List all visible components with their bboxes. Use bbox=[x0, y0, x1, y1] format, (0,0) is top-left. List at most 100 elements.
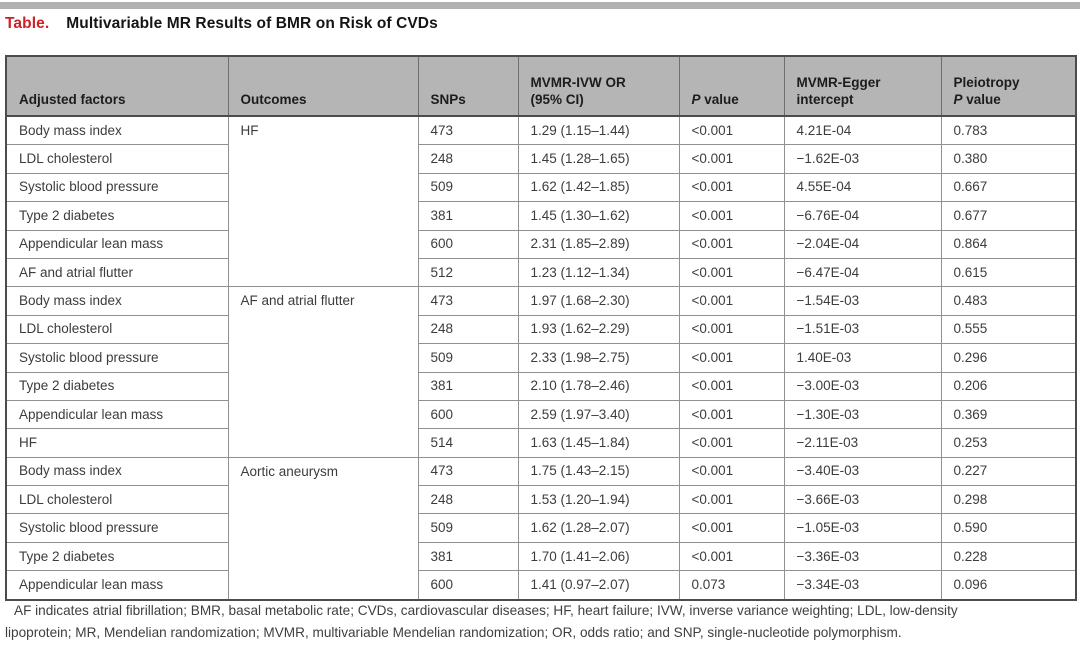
cell-adjusted-factor: Appendicular lean mass bbox=[5, 399, 229, 430]
col-header-outcomes: Outcomes bbox=[227, 55, 419, 117]
cell-adjusted-factor: Appendicular lean mass bbox=[5, 570, 229, 601]
cell-egger-intercept: −2.11E-03 bbox=[783, 428, 942, 458]
cell-p-value: <0.001 bbox=[678, 485, 785, 515]
cell-p-value: <0.001 bbox=[678, 513, 785, 543]
cell-egger-intercept: −3.36E-03 bbox=[783, 541, 942, 572]
cell-snps: 509 bbox=[417, 343, 519, 373]
cell-p-value: <0.001 bbox=[678, 314, 785, 345]
cell-adjusted-factor: Systolic blood pressure bbox=[5, 172, 229, 203]
cell-or-ci: 1.29 (1.15–1.44) bbox=[517, 115, 680, 146]
cell-pleiotropy-p: 0.677 bbox=[940, 201, 1077, 231]
col-header-mvmr-ivw-or: MVMR-IVW OR (95% CI) bbox=[517, 55, 680, 117]
cell-adjusted-factor: AF and atrial flutter bbox=[5, 257, 229, 288]
table-row: Body mass index HF 473 1.29 (1.15–1.44) <0.0… bbox=[5, 115, 1077, 288]
cell-snps: 248 bbox=[417, 485, 519, 515]
table-row: LDL cholesterol 248 1.53 (1.20–1.94) <0.001… bbox=[5, 485, 1077, 515]
table-title-text: Multivariable MR Results of BMR on Risk … bbox=[66, 15, 438, 32]
cell-pleiotropy-p: 0.369 bbox=[940, 399, 1077, 430]
cell-egger-intercept: −6.47E-04 bbox=[783, 257, 942, 288]
cell-pleiotropy-p: 0.667 bbox=[940, 172, 1077, 203]
cell-or-ci: 1.45 (1.28–1.65) bbox=[517, 144, 680, 174]
cell-p-value: <0.001 bbox=[678, 115, 785, 146]
cell-or-ci: 1.62 (1.28–2.07) bbox=[517, 513, 680, 543]
cell-p-value: <0.001 bbox=[678, 257, 785, 288]
table-row: HF 514 1.63 (1.45–1.84) <0.001 −2.11E-03 0.25… bbox=[5, 428, 1077, 458]
cell-or-ci: 1.70 (1.41–2.06) bbox=[517, 541, 680, 572]
cell-snps: 512 bbox=[417, 257, 519, 288]
cell-pleiotropy-p: 0.253 bbox=[940, 428, 1077, 458]
cell-egger-intercept: 1.40E-03 bbox=[783, 343, 942, 373]
table-body: Body mass index HF 473 1.29 (1.15–1.44) <0.0… bbox=[5, 115, 1077, 601]
col-header-adjusted-factors: Adjusted factors bbox=[5, 55, 229, 117]
cell-pleiotropy-p: 0.298 bbox=[940, 485, 1077, 515]
cell-p-value: <0.001 bbox=[678, 144, 785, 174]
table-row: AF and atrial flutter 512 1.23 (1.12–1.34)… bbox=[5, 257, 1077, 288]
cell-pleiotropy-p: 0.864 bbox=[940, 229, 1077, 259]
cell-adjusted-factor: Appendicular lean mass bbox=[5, 229, 229, 259]
cell-or-ci: 2.33 (1.98–2.75) bbox=[517, 343, 680, 373]
table-title-label: Table. bbox=[5, 15, 50, 32]
footnote-line-1: AF indicates atrial fibrillation; BMR, b… bbox=[14, 603, 958, 618]
table-row: Systolic blood pressure 509 1.62 (1.28–2.0… bbox=[5, 513, 1077, 543]
cell-p-value: <0.001 bbox=[678, 428, 785, 458]
cell-pleiotropy-p: 0.228 bbox=[940, 541, 1077, 572]
cell-egger-intercept: −1.05E-03 bbox=[783, 513, 942, 543]
cell-snps: 381 bbox=[417, 201, 519, 231]
header-row: Adjusted factors Outcomes SNPs MVMR-IVW … bbox=[5, 55, 1077, 117]
cell-outcome: Aortic aneurysm bbox=[227, 456, 419, 601]
cell-snps: 600 bbox=[417, 229, 519, 259]
cell-egger-intercept: −6.76E-04 bbox=[783, 201, 942, 231]
cell-pleiotropy-p: 0.380 bbox=[940, 144, 1077, 174]
table-row: Appendicular lean mass 600 2.31 (1.85–2.89… bbox=[5, 229, 1077, 259]
cell-adjusted-factor: Body mass index bbox=[5, 456, 229, 487]
table-row: LDL cholesterol 248 1.45 (1.28–1.65) <0.001… bbox=[5, 144, 1077, 174]
col-header-pleiotropy-p-value: Pleiotropy P value bbox=[940, 55, 1077, 117]
cell-egger-intercept: −3.34E-03 bbox=[783, 570, 942, 601]
cell-snps: 473 bbox=[417, 286, 519, 316]
cell-pleiotropy-p: 0.096 bbox=[940, 570, 1077, 601]
table-row: Body mass index AF and atrial flutter 473 1… bbox=[5, 286, 1077, 458]
cell-snps: 600 bbox=[417, 570, 519, 601]
top-divider-bar bbox=[0, 2, 1080, 9]
cell-pleiotropy-p: 0.483 bbox=[940, 286, 1077, 316]
table-row: Type 2 diabetes 381 1.70 (1.41–2.06) <0.001… bbox=[5, 541, 1077, 572]
cell-or-ci: 1.75 (1.43–2.15) bbox=[517, 456, 680, 487]
cell-pleiotropy-p: 0.615 bbox=[940, 257, 1077, 288]
cell-or-ci: 2.31 (1.85–2.89) bbox=[517, 229, 680, 259]
cell-adjusted-factor: Body mass index bbox=[5, 115, 229, 146]
cell-or-ci: 2.10 (1.78–2.46) bbox=[517, 371, 680, 401]
cell-snps: 381 bbox=[417, 541, 519, 572]
cell-adjusted-factor: Systolic blood pressure bbox=[5, 343, 229, 373]
cell-outcome: HF bbox=[227, 115, 419, 288]
cell-snps: 381 bbox=[417, 371, 519, 401]
cell-or-ci: 1.45 (1.30–1.62) bbox=[517, 201, 680, 231]
cell-snps: 600 bbox=[417, 399, 519, 430]
cell-pleiotropy-p: 0.783 bbox=[940, 115, 1077, 146]
cell-p-value: <0.001 bbox=[678, 286, 785, 316]
cell-snps: 473 bbox=[417, 115, 519, 146]
cell-or-ci: 2.59 (1.97–3.40) bbox=[517, 399, 680, 430]
cell-adjusted-factor: Systolic blood pressure bbox=[5, 513, 229, 543]
cell-egger-intercept: −3.66E-03 bbox=[783, 485, 942, 515]
cell-or-ci: 1.93 (1.62–2.29) bbox=[517, 314, 680, 345]
footnote-line-2: lipoprotein; MR, Mendelian randomization… bbox=[5, 624, 902, 640]
table-row: Body mass index Aortic aneurysm 473 1.75 (1… bbox=[5, 456, 1077, 601]
col-header-snps: SNPs bbox=[417, 55, 519, 117]
table-header: Adjusted factors Outcomes SNPs MVMR-IVW … bbox=[5, 55, 1077, 117]
cell-egger-intercept: 4.55E-04 bbox=[783, 172, 942, 203]
table-row: LDL cholesterol 248 1.93 (1.62–2.29) <0.001… bbox=[5, 314, 1077, 345]
cell-adjusted-factor: LDL cholesterol bbox=[5, 485, 229, 515]
cell-pleiotropy-p: 0.227 bbox=[940, 456, 1077, 487]
cell-snps: 473 bbox=[417, 456, 519, 487]
cell-outcome: AF and atrial flutter bbox=[227, 286, 419, 458]
cell-p-value: <0.001 bbox=[678, 456, 785, 487]
cell-adjusted-factor: Body mass index bbox=[5, 286, 229, 316]
cell-or-ci: 1.62 (1.42–1.85) bbox=[517, 172, 680, 203]
cell-snps: 248 bbox=[417, 144, 519, 174]
table-row: Type 2 diabetes 381 2.10 (1.78–2.46) <0.001… bbox=[5, 371, 1077, 401]
cell-egger-intercept: 4.21E-04 bbox=[783, 115, 942, 146]
col-header-mvmr-egger-intercept: MVMR-Egger intercept bbox=[783, 55, 942, 117]
cell-egger-intercept: −1.51E-03 bbox=[783, 314, 942, 345]
cell-or-ci: 1.53 (1.20–1.94) bbox=[517, 485, 680, 515]
cell-adjusted-factor: Type 2 diabetes bbox=[5, 371, 229, 401]
